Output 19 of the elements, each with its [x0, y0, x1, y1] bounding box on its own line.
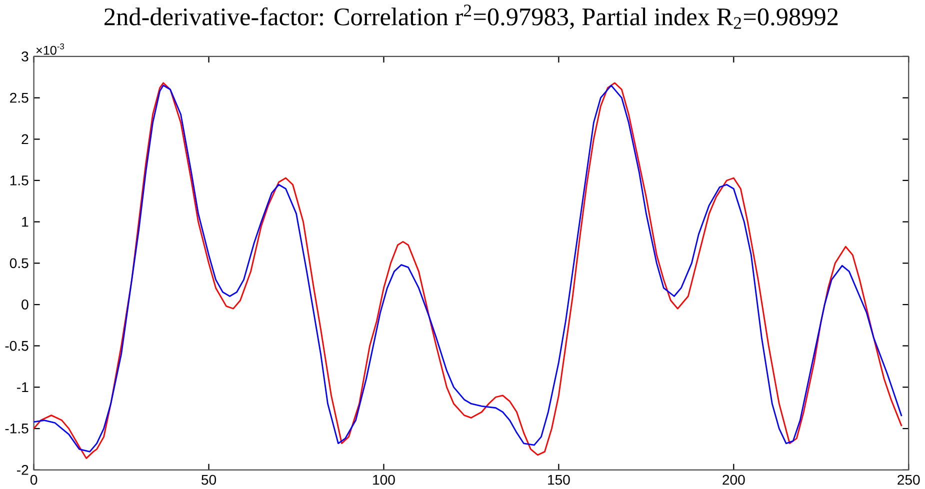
x-tick-label: 0	[30, 474, 38, 485]
y-tick-label: 1	[22, 216, 28, 226]
x-tick-label: 200	[722, 474, 745, 485]
text: ×10$^{-3}$	[36, 43, 64, 55]
y-tick-label: 1.5	[10, 175, 28, 186]
y-tick-label: -0.5	[5, 340, 28, 351]
y-tick-label: 0	[22, 299, 28, 310]
y-tick-label: 3	[22, 51, 28, 62]
chart-title: 2nd-derivative-factor: Correlation r$^{2}$=0.97983, Partial index R$_{2}$=0.98992	[104, 4, 838, 29]
x-tick-label: 100	[373, 474, 395, 485]
y-tick-label: 2.5	[10, 92, 28, 103]
y-tick-label: -1	[17, 382, 28, 392]
x-tick-label: 150	[548, 474, 570, 485]
x-tick-label: 50	[202, 474, 216, 485]
y-tick-label: -1.5	[5, 423, 28, 434]
y-tick-label: 0.5	[10, 258, 28, 268]
x-tick-label: 250	[898, 474, 920, 485]
y-tick-label: -2	[17, 464, 28, 475]
y-tick-label: 2	[22, 134, 28, 144]
